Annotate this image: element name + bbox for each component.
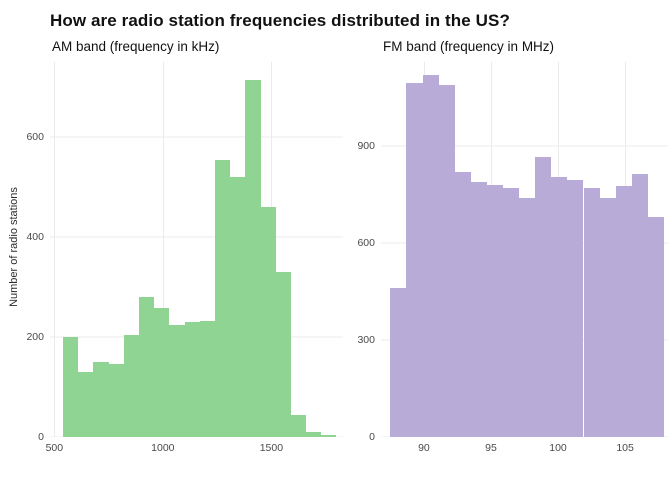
histogram-bar — [551, 176, 568, 437]
am-x-axis: 500 1000 1500 — [46, 437, 343, 457]
chart-title: How are radio station frequencies distri… — [50, 11, 510, 30]
histogram-bar — [78, 372, 94, 437]
y-tick-label: 200 — [26, 331, 44, 343]
histogram-bar — [454, 171, 471, 437]
am-y-axis: 0 200 400 600 — [20, 62, 50, 443]
histogram-bar — [63, 337, 79, 437]
histogram-bar — [390, 288, 407, 437]
histogram-bar — [438, 84, 455, 437]
histogram-bar — [647, 217, 664, 437]
fm-y-axis: 0 300 600 900 — [351, 62, 381, 443]
y-gridline — [381, 145, 668, 147]
histogram-bar — [535, 157, 552, 437]
x-tick-label: 1000 — [151, 442, 175, 454]
y-tick-label: 300 — [357, 334, 375, 347]
histogram-bar — [306, 432, 322, 437]
y-tick-label: 0 — [38, 431, 44, 443]
histogram-bar — [199, 321, 215, 437]
histogram-bar — [123, 334, 139, 437]
histogram-bar — [245, 79, 261, 437]
histogram-bar — [290, 414, 307, 437]
y-gridline — [50, 236, 343, 238]
histogram-bar — [184, 322, 200, 437]
histogram-bar — [93, 362, 109, 437]
x-gridline — [162, 62, 164, 437]
am-band-subtitle: AM band (frequency in kHz) — [52, 39, 220, 54]
fm-plot-area — [381, 62, 668, 437]
am-plot-area — [50, 62, 343, 437]
histogram-bar — [599, 197, 616, 437]
histogram-bar — [138, 297, 155, 437]
y-tick-label: 600 — [26, 131, 44, 143]
x-tick-label: 95 — [485, 442, 497, 454]
histogram-bar — [470, 181, 487, 437]
y-tick-label: 600 — [357, 237, 375, 250]
figure-row: Number of radio stations AM band (freque… — [6, 36, 668, 457]
am-band-panel: AM band (frequency in kHz) 0 200 400 600 50… — [20, 36, 343, 457]
x-tick-label: 500 — [45, 442, 64, 454]
histogram-bar — [486, 184, 504, 437]
x-tick-label: 1500 — [259, 442, 284, 454]
y-tick-label: 0 — [369, 431, 375, 443]
fm-panel-body: 0 300 600 900 — [351, 62, 668, 443]
y-tick-label: 900 — [357, 140, 375, 153]
fm-band-subtitle: FM band (frequency in MHz) — [383, 39, 555, 54]
y-axis-label: Number of radio stations — [8, 187, 20, 307]
histogram-bar — [154, 308, 170, 437]
x-tick-label: 105 — [616, 442, 634, 454]
histogram-bar — [108, 363, 124, 437]
histogram-bar — [169, 324, 185, 437]
histogram-bar — [567, 180, 584, 437]
fm-x-axis: 90 95 100 105 — [381, 437, 668, 457]
histogram-bar — [583, 188, 600, 437]
histogram-bar — [321, 434, 337, 437]
y-gridline — [50, 136, 343, 138]
x-tick-label: 100 — [549, 442, 567, 454]
y-tick-label: 400 — [26, 231, 44, 243]
histogram-bar — [214, 159, 231, 437]
histogram-bar — [615, 186, 632, 437]
histogram-bar — [422, 74, 439, 437]
am-panel-body: 0 200 400 600 — [20, 62, 343, 443]
x-gridline — [54, 62, 56, 437]
histogram-bar — [275, 272, 291, 437]
fm-band-panel: FM band (frequency in MHz) 0 300 600 900 90… — [351, 36, 668, 457]
histogram-bar — [519, 197, 536, 437]
histogram-bar — [406, 83, 423, 437]
histogram-bar — [260, 207, 276, 437]
x-tick-label: 90 — [418, 442, 430, 454]
histogram-bar — [230, 177, 246, 437]
histogram-bar — [503, 188, 520, 437]
y-axis-label-column: Number of radio stations — [6, 36, 20, 457]
histogram-bar — [631, 173, 648, 437]
